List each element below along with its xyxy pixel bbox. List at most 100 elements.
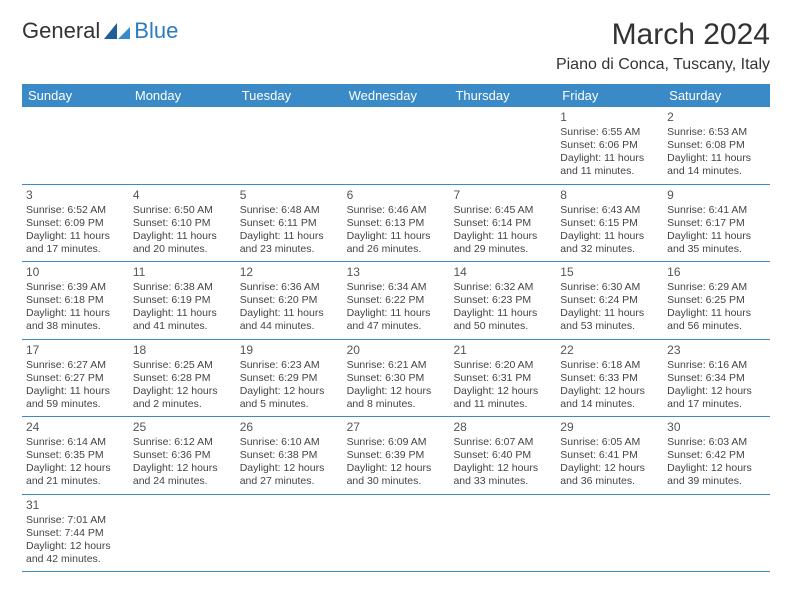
calendar-cell xyxy=(663,495,770,572)
daylight1-text: Daylight: 12 hours xyxy=(453,385,552,398)
daylight2-text: and 35 minutes. xyxy=(667,243,766,256)
daylight1-text: Daylight: 11 hours xyxy=(26,385,125,398)
sunrise-text: Sunrise: 6:14 AM xyxy=(26,436,125,449)
calendar-cell: 3Sunrise: 6:52 AMSunset: 6:09 PMDaylight… xyxy=(22,185,129,262)
day-number: 8 xyxy=(560,188,659,203)
calendar-cell: 5Sunrise: 6:48 AMSunset: 6:11 PMDaylight… xyxy=(236,185,343,262)
day-number: 30 xyxy=(667,420,766,435)
calendar-cell: 11Sunrise: 6:38 AMSunset: 6:19 PMDayligh… xyxy=(129,262,236,339)
calendar-cell: 29Sunrise: 6:05 AMSunset: 6:41 PMDayligh… xyxy=(556,417,663,494)
daylight1-text: Daylight: 11 hours xyxy=(347,230,446,243)
sunrise-text: Sunrise: 6:09 AM xyxy=(347,436,446,449)
logo-sail-icon xyxy=(104,23,130,39)
sunset-text: Sunset: 7:44 PM xyxy=(26,527,125,540)
sunset-text: Sunset: 6:22 PM xyxy=(347,294,446,307)
daylight1-text: Daylight: 12 hours xyxy=(133,385,232,398)
day-header-row: SundayMondayTuesdayWednesdayThursdayFrid… xyxy=(22,84,770,107)
day-number: 17 xyxy=(26,343,125,358)
calendar-cell: 6Sunrise: 6:46 AMSunset: 6:13 PMDaylight… xyxy=(343,185,450,262)
sunset-text: Sunset: 6:23 PM xyxy=(453,294,552,307)
daylight1-text: Daylight: 12 hours xyxy=(26,462,125,475)
sunrise-text: Sunrise: 6:36 AM xyxy=(240,281,339,294)
day-number: 10 xyxy=(26,265,125,280)
day-header: Monday xyxy=(129,84,236,107)
week-row: 24Sunrise: 6:14 AMSunset: 6:35 PMDayligh… xyxy=(22,417,770,495)
sunset-text: Sunset: 6:30 PM xyxy=(347,372,446,385)
daylight1-text: Daylight: 11 hours xyxy=(133,307,232,320)
sunrise-text: Sunrise: 6:12 AM xyxy=(133,436,232,449)
calendar-cell: 27Sunrise: 6:09 AMSunset: 6:39 PMDayligh… xyxy=(343,417,450,494)
sunset-text: Sunset: 6:17 PM xyxy=(667,217,766,230)
calendar-cell xyxy=(129,495,236,572)
sunset-text: Sunset: 6:09 PM xyxy=(26,217,125,230)
calendar-cell: 7Sunrise: 6:45 AMSunset: 6:14 PMDaylight… xyxy=(449,185,556,262)
day-number: 15 xyxy=(560,265,659,280)
daylight1-text: Daylight: 11 hours xyxy=(667,230,766,243)
sunrise-text: Sunrise: 6:34 AM xyxy=(347,281,446,294)
calendar-cell: 8Sunrise: 6:43 AMSunset: 6:15 PMDaylight… xyxy=(556,185,663,262)
sunrise-text: Sunrise: 6:46 AM xyxy=(347,204,446,217)
daylight1-text: Daylight: 12 hours xyxy=(133,462,232,475)
sunset-text: Sunset: 6:10 PM xyxy=(133,217,232,230)
daylight2-text: and 26 minutes. xyxy=(347,243,446,256)
sunrise-text: Sunrise: 6:38 AM xyxy=(133,281,232,294)
daylight1-text: Daylight: 12 hours xyxy=(347,385,446,398)
daylight2-text: and 11 minutes. xyxy=(560,165,659,178)
daylight2-text: and 5 minutes. xyxy=(240,398,339,411)
sunrise-text: Sunrise: 6:21 AM xyxy=(347,359,446,372)
daylight2-text: and 27 minutes. xyxy=(240,475,339,488)
day-header: Thursday xyxy=(449,84,556,107)
calendar-cell xyxy=(236,495,343,572)
calendar-cell: 21Sunrise: 6:20 AMSunset: 6:31 PMDayligh… xyxy=(449,340,556,417)
daylight1-text: Daylight: 12 hours xyxy=(347,462,446,475)
daylight1-text: Daylight: 11 hours xyxy=(240,230,339,243)
day-number: 5 xyxy=(240,188,339,203)
sunrise-text: Sunrise: 6:05 AM xyxy=(560,436,659,449)
sunset-text: Sunset: 6:29 PM xyxy=(240,372,339,385)
day-number: 27 xyxy=(347,420,446,435)
daylight1-text: Daylight: 12 hours xyxy=(560,462,659,475)
day-number: 28 xyxy=(453,420,552,435)
daylight1-text: Daylight: 12 hours xyxy=(26,540,125,553)
month-title: March 2024 xyxy=(556,18,770,52)
sunset-text: Sunset: 6:08 PM xyxy=(667,139,766,152)
day-header: Sunday xyxy=(22,84,129,107)
day-number: 14 xyxy=(453,265,552,280)
sunrise-text: Sunrise: 6:16 AM xyxy=(667,359,766,372)
day-number: 9 xyxy=(667,188,766,203)
daylight2-text: and 36 minutes. xyxy=(560,475,659,488)
calendar-cell xyxy=(449,495,556,572)
daylight2-text: and 53 minutes. xyxy=(560,320,659,333)
daylight2-text: and 2 minutes. xyxy=(133,398,232,411)
daylight1-text: Daylight: 12 hours xyxy=(560,385,659,398)
day-header: Wednesday xyxy=(343,84,450,107)
daylight1-text: Daylight: 11 hours xyxy=(240,307,339,320)
daylight2-text: and 47 minutes. xyxy=(347,320,446,333)
day-number: 2 xyxy=(667,110,766,125)
daylight2-text: and 17 minutes. xyxy=(667,398,766,411)
daylight2-text: and 23 minutes. xyxy=(240,243,339,256)
sunset-text: Sunset: 6:40 PM xyxy=(453,449,552,462)
daylight1-text: Daylight: 12 hours xyxy=(667,385,766,398)
daylight2-text: and 30 minutes. xyxy=(347,475,446,488)
sunrise-text: Sunrise: 6:23 AM xyxy=(240,359,339,372)
sunrise-text: Sunrise: 6:18 AM xyxy=(560,359,659,372)
day-number: 25 xyxy=(133,420,232,435)
day-number: 11 xyxy=(133,265,232,280)
calendar-cell: 19Sunrise: 6:23 AMSunset: 6:29 PMDayligh… xyxy=(236,340,343,417)
day-number: 3 xyxy=(26,188,125,203)
sunrise-text: Sunrise: 6:39 AM xyxy=(26,281,125,294)
daylight2-text: and 8 minutes. xyxy=(347,398,446,411)
sunset-text: Sunset: 6:19 PM xyxy=(133,294,232,307)
calendar-cell: 10Sunrise: 6:39 AMSunset: 6:18 PMDayligh… xyxy=(22,262,129,339)
daylight2-text: and 29 minutes. xyxy=(453,243,552,256)
calendar-cell: 15Sunrise: 6:30 AMSunset: 6:24 PMDayligh… xyxy=(556,262,663,339)
daylight2-text: and 42 minutes. xyxy=(26,553,125,566)
calendar-cell xyxy=(343,107,450,184)
day-number: 22 xyxy=(560,343,659,358)
calendar-cell: 12Sunrise: 6:36 AMSunset: 6:20 PMDayligh… xyxy=(236,262,343,339)
sunset-text: Sunset: 6:36 PM xyxy=(133,449,232,462)
daylight2-text: and 14 minutes. xyxy=(560,398,659,411)
sunrise-text: Sunrise: 6:41 AM xyxy=(667,204,766,217)
daylight1-text: Daylight: 11 hours xyxy=(453,307,552,320)
